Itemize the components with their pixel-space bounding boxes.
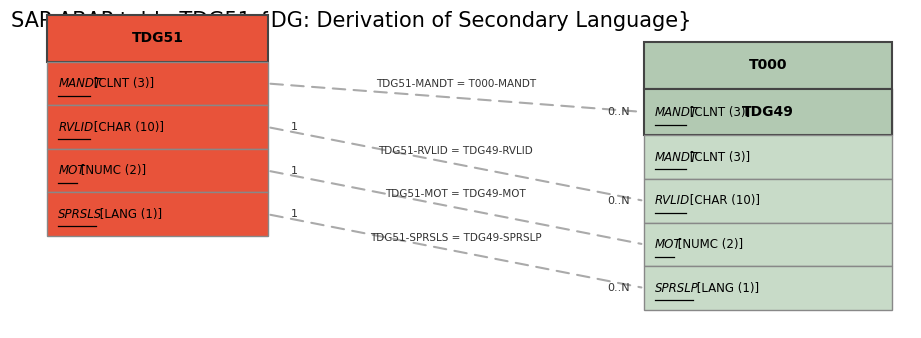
Text: MANDT: MANDT: [655, 151, 698, 164]
FancyBboxPatch shape: [47, 192, 268, 236]
Text: 0..N: 0..N: [608, 196, 630, 206]
Text: [LANG (1)]: [LANG (1)]: [693, 282, 759, 294]
Text: TDG51-RVLID = TDG49-RVLID: TDG51-RVLID = TDG49-RVLID: [379, 146, 533, 155]
FancyBboxPatch shape: [47, 105, 268, 149]
Text: MANDT: MANDT: [655, 105, 698, 119]
Text: TDG51-SPRSLS = TDG49-SPRSLP: TDG51-SPRSLS = TDG49-SPRSLP: [370, 233, 542, 243]
Text: 1: 1: [291, 166, 297, 176]
FancyBboxPatch shape: [644, 89, 892, 136]
Text: MANDT: MANDT: [58, 77, 101, 90]
Text: TDG51-MANDT = T000-MANDT: TDG51-MANDT = T000-MANDT: [376, 79, 536, 89]
FancyBboxPatch shape: [47, 62, 268, 105]
Text: 1: 1: [291, 122, 297, 132]
Text: RVLID: RVLID: [58, 121, 93, 134]
Text: [CLNT (3)]: [CLNT (3)]: [686, 151, 751, 164]
FancyBboxPatch shape: [47, 15, 268, 62]
Text: SPRSLP: SPRSLP: [655, 282, 699, 294]
Text: 1: 1: [291, 209, 297, 219]
Text: 0..N: 0..N: [608, 283, 630, 293]
Text: [CHAR (10)]: [CHAR (10)]: [89, 121, 164, 134]
Text: MOT: MOT: [58, 164, 85, 177]
Text: [NUMC (2)]: [NUMC (2)]: [674, 238, 743, 251]
Text: TDG49: TDG49: [742, 105, 794, 119]
FancyBboxPatch shape: [644, 42, 892, 89]
Text: [NUMC (2)]: [NUMC (2)]: [77, 164, 146, 177]
FancyBboxPatch shape: [644, 266, 892, 310]
Text: MOT: MOT: [655, 238, 682, 251]
FancyBboxPatch shape: [644, 89, 892, 136]
Text: TDG51-MOT = TDG49-MOT: TDG51-MOT = TDG49-MOT: [386, 189, 526, 199]
FancyBboxPatch shape: [644, 179, 892, 223]
Text: 0..N: 0..N: [608, 107, 630, 117]
FancyBboxPatch shape: [47, 149, 268, 192]
Text: [LANG (1)]: [LANG (1)]: [96, 208, 162, 221]
FancyBboxPatch shape: [644, 136, 892, 179]
Text: [CHAR (10)]: [CHAR (10)]: [686, 194, 761, 207]
Text: TDG51: TDG51: [132, 31, 183, 45]
Text: RVLID: RVLID: [655, 194, 690, 207]
Text: SAP ABAP table TDG51 {DG: Derivation of Secondary Language}: SAP ABAP table TDG51 {DG: Derivation of …: [10, 11, 691, 31]
Text: T000: T000: [749, 58, 787, 72]
Text: SPRSLS: SPRSLS: [58, 208, 102, 221]
Text: [CLNT (3)]: [CLNT (3)]: [686, 105, 751, 119]
Text: [CLNT (3)]: [CLNT (3)]: [89, 77, 154, 90]
FancyBboxPatch shape: [644, 223, 892, 266]
